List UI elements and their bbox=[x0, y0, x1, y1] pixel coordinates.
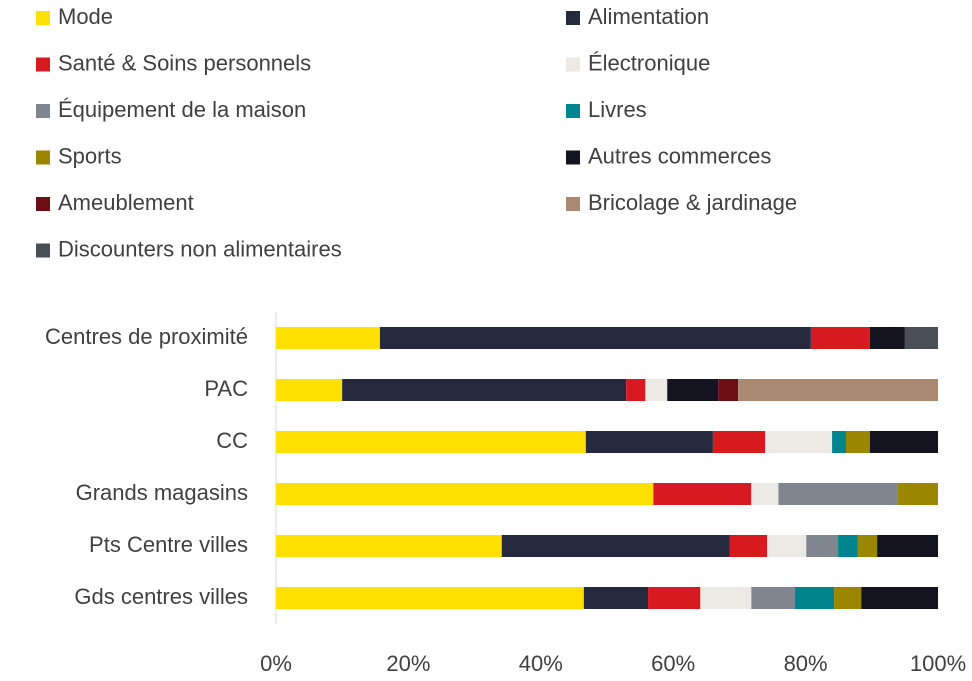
bar-segment bbox=[276, 379, 343, 401]
bar-segment bbox=[379, 327, 811, 349]
y-tick-label: Centres de proximité bbox=[45, 324, 248, 349]
bar-segment bbox=[712, 431, 766, 453]
legend-swatch bbox=[566, 104, 580, 118]
legend-label: Électronique bbox=[588, 50, 710, 75]
legend-label: Bricolage & jardinage bbox=[588, 190, 797, 215]
bar-segment bbox=[501, 535, 730, 557]
bar-segment bbox=[653, 483, 752, 505]
bar-segment bbox=[795, 587, 835, 609]
bar-segment bbox=[645, 379, 668, 401]
legend-label: Ameublement bbox=[58, 190, 194, 215]
bar-segment bbox=[778, 483, 898, 505]
x-tick-label: 80% bbox=[784, 651, 828, 676]
bar-segment bbox=[729, 535, 768, 557]
x-tick-label: 60% bbox=[651, 651, 695, 676]
bar-segment bbox=[904, 327, 938, 349]
legend-swatch bbox=[36, 57, 50, 72]
bar-segment bbox=[276, 431, 586, 453]
bar-segment bbox=[832, 431, 846, 453]
legend-swatch bbox=[566, 150, 580, 165]
legend-label: Santé & Soins personnels bbox=[58, 50, 311, 75]
x-tick-label: 100% bbox=[910, 651, 966, 676]
x-tick-label: 0% bbox=[260, 651, 292, 676]
bar-segment bbox=[869, 327, 905, 349]
bar-segment bbox=[861, 587, 938, 609]
legend-swatch bbox=[36, 197, 50, 211]
legend-label: Discounters non alimentaires bbox=[58, 236, 342, 261]
bar-segment bbox=[834, 587, 862, 609]
bar-segment bbox=[857, 535, 878, 557]
bar-segment bbox=[877, 535, 938, 557]
bar-segment bbox=[869, 431, 938, 453]
legend-label: Mode bbox=[58, 4, 113, 29]
legend-swatch bbox=[36, 11, 50, 25]
bar-segment bbox=[751, 483, 779, 505]
legend-label: Autres commerces bbox=[588, 143, 771, 168]
bar-segment bbox=[276, 327, 380, 349]
legend-label: Équipement de la maison bbox=[58, 97, 306, 122]
bar-segment bbox=[700, 587, 752, 609]
legend-swatch bbox=[566, 11, 580, 25]
bar-segment bbox=[626, 379, 646, 401]
legend-label: Sports bbox=[58, 143, 122, 168]
bar-segment bbox=[276, 587, 584, 609]
x-tick-label: 20% bbox=[386, 651, 430, 676]
bar-segment bbox=[583, 587, 649, 609]
legend-swatch bbox=[36, 150, 50, 165]
bar-segment bbox=[765, 431, 833, 453]
bar-segment bbox=[276, 535, 502, 557]
y-tick-label: CC bbox=[216, 428, 248, 453]
bar-segment bbox=[806, 535, 839, 557]
x-tick-label: 40% bbox=[519, 651, 563, 676]
bar-segment bbox=[751, 587, 796, 609]
bar-segment bbox=[767, 535, 807, 557]
bar-segment bbox=[838, 535, 858, 557]
bar-segment bbox=[897, 483, 938, 505]
y-tick-label: Pts Centre villes bbox=[89, 532, 248, 557]
bar-segment bbox=[276, 483, 654, 505]
bar-segment bbox=[648, 587, 701, 609]
bar-segment bbox=[718, 379, 739, 401]
legend-swatch bbox=[36, 104, 50, 118]
bar-segment bbox=[738, 379, 938, 401]
bar-segment bbox=[845, 431, 870, 453]
bar-segment bbox=[810, 327, 870, 349]
legend-swatch bbox=[566, 197, 580, 211]
bar-segment bbox=[667, 379, 719, 401]
legend-label: Alimentation bbox=[588, 4, 709, 29]
bar-segment bbox=[342, 379, 627, 401]
bar-segment bbox=[585, 431, 713, 453]
legend-label: Livres bbox=[588, 97, 647, 122]
y-tick-label: Grands magasins bbox=[76, 480, 248, 505]
y-tick-label: PAC bbox=[204, 376, 248, 401]
legend-swatch bbox=[36, 243, 50, 258]
legend-swatch bbox=[566, 57, 580, 72]
y-tick-label: Gds centres villes bbox=[74, 584, 248, 609]
